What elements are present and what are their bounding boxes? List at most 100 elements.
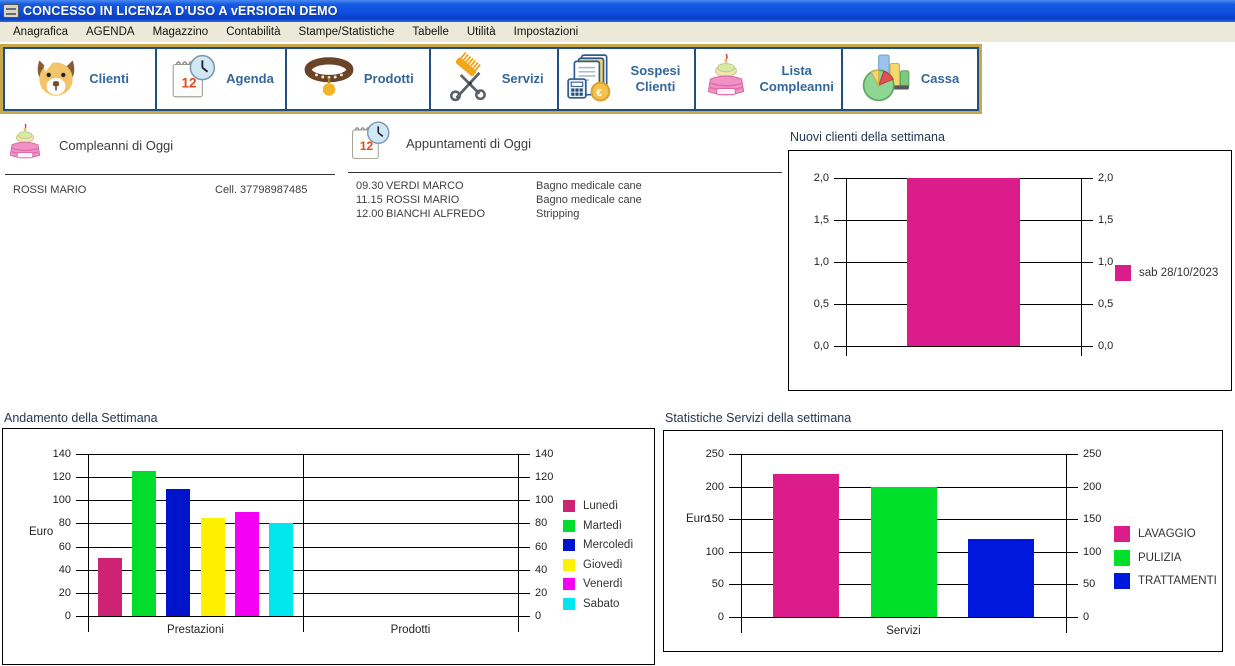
legend-item: Martedì [563, 520, 622, 532]
y-tick-label-left: 1,5 [813, 214, 829, 226]
legend-label: Giovedì [583, 559, 623, 571]
appointment-service: Bagno medicale cane [536, 180, 642, 192]
menu-tabelle[interactable]: Tabelle [412, 26, 449, 38]
appointment-service: Bagno medicale cane [536, 194, 642, 206]
cassa-button-label: Cassa [920, 70, 960, 86]
servizi-button[interactable]: Servizi [430, 49, 559, 109]
legend-label: TRATTAMENTI [1138, 575, 1217, 587]
menu-utilita[interactable]: Utilità [466, 26, 496, 38]
legend-swatch [1115, 265, 1131, 281]
y-tick-label-right: 200 [1083, 481, 1102, 493]
y-tick-label-left: 100 [52, 494, 71, 506]
appointment-time: 11.15 [356, 194, 383, 206]
legend-item: Venerdì [563, 578, 623, 590]
legend-item: sab 28/10/2023 [1115, 265, 1218, 281]
appointment-row[interactable]: 09.30 VERDI MARCO Bagno medicale cane [348, 180, 782, 192]
bar-venerdì [235, 512, 259, 616]
y-tick-label-right: 0,0 [1098, 340, 1114, 352]
y-tick-label-left: 0,5 [813, 298, 829, 310]
menu-agenda[interactable]: AGENDA [85, 26, 135, 38]
menu-impostazioni[interactable]: Impostazioni [513, 26, 579, 38]
bar-lunedì [98, 558, 122, 616]
prodotti-button[interactable]: Prodotti [286, 49, 431, 109]
agenda-button[interactable]: 12 Agenda [157, 49, 287, 109]
comb-scissors-icon [444, 51, 494, 107]
cassa-button[interactable]: Cassa [843, 49, 977, 109]
y-tick-label-right: 50 [1083, 578, 1096, 590]
clienti-button[interactable]: Clienti [5, 49, 158, 109]
legend-label: Martedì [583, 520, 622, 532]
calendar-clock-icon: 12 [168, 52, 218, 107]
appointment-client: BIANCHI ALFREDO [386, 208, 486, 220]
legend-label: Venerdì [583, 578, 623, 590]
lista-compleanni-button[interactable]: Lista Compleanni [696, 49, 844, 109]
y-tick-label-right: 100 [1083, 546, 1102, 558]
y-tick-label-right: 1,5 [1098, 214, 1114, 226]
gridline [729, 454, 1078, 455]
bar-martedì [132, 471, 156, 616]
appointment-service: Stripping [536, 208, 580, 220]
y-tick-label-left: 100 [705, 546, 724, 558]
birthday-phone: Cell. 37798987485 [215, 184, 308, 196]
y-tick-label-right: 150 [1083, 513, 1102, 525]
y-tick-label-left: 20 [58, 587, 71, 599]
legend-label: Sabato [583, 598, 620, 610]
legend-swatch [563, 559, 575, 571]
y-tick-label-right: 80 [535, 517, 548, 529]
y-tick-label-left: 50 [711, 578, 724, 590]
legend-swatch [1114, 573, 1130, 589]
pie-chart-icon [861, 51, 913, 108]
y-tick-label-left: 140 [52, 448, 71, 460]
y-tick-label-right: 40 [535, 564, 548, 576]
legend-swatch [563, 598, 575, 610]
y-tick-label-right: 250 [1083, 448, 1102, 460]
main-toolbar: Clienti 12 Agenda [0, 44, 982, 114]
y-tick-label-left: 80 [58, 517, 71, 529]
menu-anagrafica[interactable]: Anagrafica [13, 26, 68, 38]
legend-item: PULIZIA [1114, 550, 1181, 566]
legend-swatch [563, 500, 575, 512]
bar-mercoledì [166, 489, 190, 616]
legend-item: Giovedì [563, 559, 623, 571]
bar-sab-28/10/2023 [907, 178, 1020, 346]
y-tick-label-right: 20 [535, 587, 548, 599]
y-tick-label-right: 120 [535, 471, 554, 483]
y-axis-left [741, 454, 742, 633]
legend-label: Mercoledì [583, 539, 634, 551]
sospesi-clienti-button[interactable]: € Sospesi Clienti [558, 49, 697, 109]
week-trend-chart-title: Andamento della Settimana [4, 411, 158, 425]
appointments-title: Appuntamenti di Oggi [406, 136, 532, 151]
svg-text:12: 12 [360, 139, 374, 153]
legend-swatch [563, 539, 575, 551]
title-bar: CONCESSO IN LICENZA D'USO A vERSIOEN DEM… [0, 0, 1235, 22]
menu-magazzino[interactable]: Magazzino [152, 26, 209, 38]
svg-text:12: 12 [182, 75, 197, 90]
appointment-row[interactable]: 12.00 BIANCHI ALFREDO Stripping [348, 208, 782, 220]
services-chart: 0 0 50 50 100 100 150 150 200 200 250 250 Servizi Eur… [663, 430, 1223, 652]
documents-calculator-euro-icon: € [565, 52, 615, 107]
x-category-label: Prodotti [390, 624, 431, 636]
legend-label: PULIZIA [1138, 552, 1182, 564]
birthday-cake-icon [702, 51, 750, 108]
week-trend-chart: 0 0 20 20 40 40 60 60 80 80 100 100 120 120 140 140 Pres… [2, 428, 655, 665]
birthday-row[interactable]: ROSSI MARIO Cell. 37798987485 [5, 184, 335, 196]
menu-contabilita[interactable]: Contabilità [226, 26, 281, 38]
y-tick-label-right: 140 [535, 448, 554, 460]
appointment-row[interactable]: 11.15 ROSSI MARIO Bagno medicale cane [348, 194, 782, 206]
menu-bar: Anagrafica AGENDA Magazzino Contabilità … [0, 22, 1235, 43]
calendar-clock-icon: 12 [348, 119, 392, 168]
window-title: CONCESSO IN LICENZA D'USO A vERSIOEN DEM… [23, 4, 338, 18]
y-tick-label-right: 0 [535, 610, 542, 622]
new-clients-chart: 0,0 0,0 0,5 0,5 1,0 1,0 1,5 1,5 2,0 2,0 sab 28/10/… [788, 150, 1232, 391]
app-window-icon [3, 4, 19, 18]
y-axis-right [1066, 454, 1067, 633]
appointment-client: VERDI MARCO [386, 180, 464, 192]
menu-stampe-statistiche[interactable]: Stampe/Statistiche [298, 26, 395, 38]
servizi-button-label: Servizi [501, 70, 544, 86]
legend-item: Sabato [563, 598, 619, 610]
y-tick-label-left: 200 [705, 481, 724, 493]
clienti-button-label: Clienti [89, 70, 129, 86]
dog-collar-icon [302, 52, 356, 107]
y-tick-label-right: 2,0 [1098, 172, 1114, 184]
